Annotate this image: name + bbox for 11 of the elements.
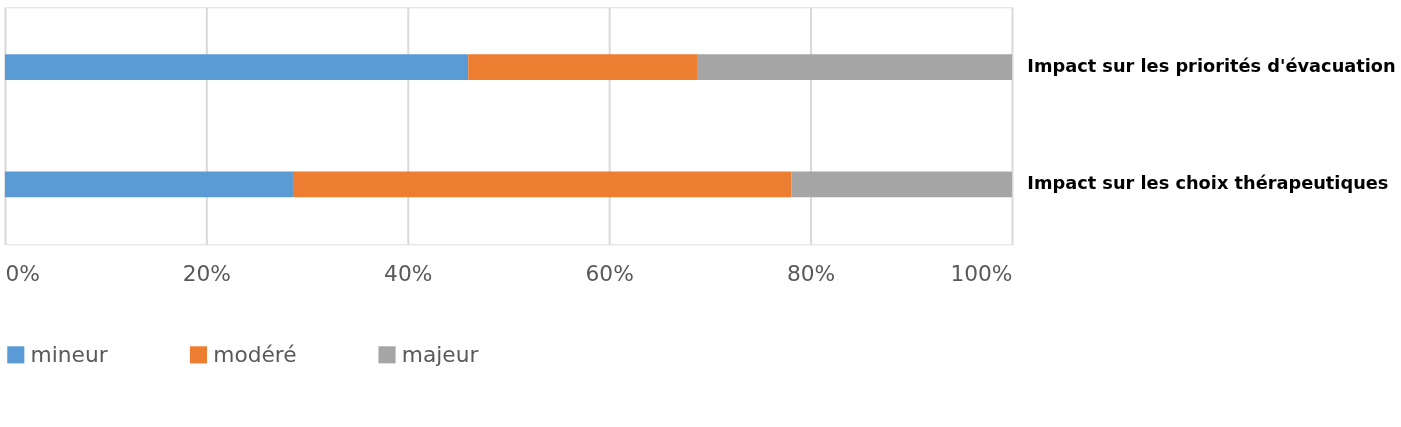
x-tick-label: 80% [786, 261, 836, 287]
y-tick-label: Impact sur les priorités d'évacuation [1027, 56, 1396, 77]
x-tick-label: 60% [585, 261, 634, 287]
legend-label: modéré [213, 341, 297, 367]
x-tick-label: 0% [5, 261, 40, 287]
y-tick-label: Impact sur les choix thérapeutiques [1027, 173, 1389, 194]
legend-label: majeur [401, 341, 479, 367]
legend-label: mineur [30, 341, 108, 367]
x-tick-label: 40% [384, 261, 433, 287]
x-tick-label: 100% [950, 261, 1013, 287]
x-tick-label: 20% [182, 261, 231, 287]
